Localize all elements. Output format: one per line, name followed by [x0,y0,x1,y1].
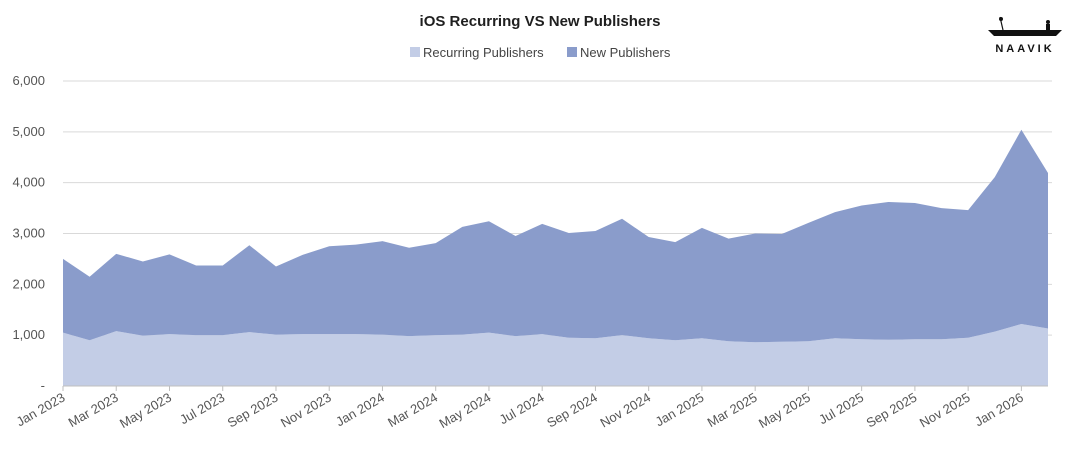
legend-swatch-recurring [410,47,420,57]
area-series-new [63,129,1048,343]
brand-logo: NAAVIK [988,16,1062,55]
x-tick-label: Jul 2024 [497,390,547,428]
x-tick-label: May 2025 [756,390,813,432]
x-tick-label: Sep 2024 [544,390,600,431]
x-tick-label: Sep 2023 [225,390,281,431]
logo-text: NAAVIK [995,43,1054,55]
y-tick-label: 5,000 [12,124,45,139]
y-tick-label: 1,000 [12,327,45,342]
x-tick-label: Jan 2024 [333,390,387,430]
x-tick-label: Jul 2023 [177,390,227,428]
y-tick-label: 4,000 [12,175,45,190]
x-tick-label: Nov 2023 [278,390,334,431]
legend-swatch-new [567,47,577,57]
x-tick-label: Jan 2025 [653,390,707,430]
x-tick-label: Jan 2023 [14,390,68,430]
chart-title: iOS Recurring VS New Publishers [420,13,661,30]
x-tick-label: Mar 2024 [385,390,440,430]
x-tick-label: Jan 2026 [972,390,1026,430]
plot-area [63,129,1048,386]
legend-label-new: New Publishers [580,45,671,60]
y-axis: - 1,000 2,000 3,000 4,000 5,000 6,000 [12,73,45,393]
x-tick-label: Mar 2025 [705,390,760,430]
y-tick-label: 2,000 [12,276,45,291]
y-tick-label: - [41,378,45,393]
x-tick-label: Sep 2025 [864,390,920,431]
legend: Recurring Publishers New Publishers [410,45,671,60]
y-tick-label: 6,000 [12,73,45,88]
x-tick-label: Jul 2025 [816,390,866,428]
x-tick-label: Mar 2023 [66,390,121,430]
area-series-recurring [63,323,1048,386]
x-tick-label: May 2024 [437,390,494,432]
x-tick-label: Nov 2024 [597,390,653,431]
x-tick-label: Nov 2025 [917,390,973,431]
x-tick-label: May 2023 [117,390,174,432]
y-tick-label: 3,000 [12,226,45,241]
legend-label-recurring: Recurring Publishers [423,45,544,60]
boat-icon [988,16,1062,36]
